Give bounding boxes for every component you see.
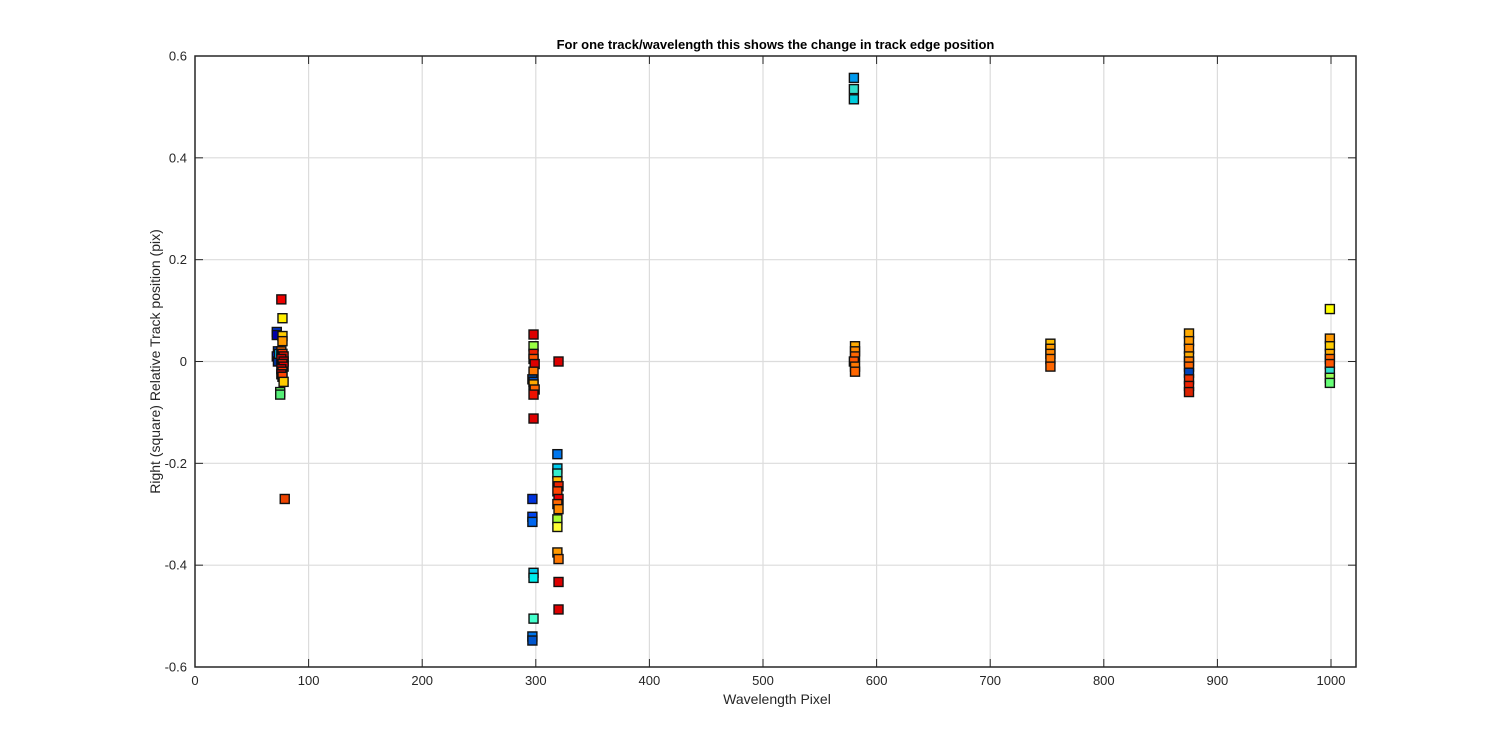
x-tick-labels: 0 100 200 300 400 500 600 700 800 900 1000 (191, 673, 1345, 688)
y-tick-label: 0.4 (169, 150, 187, 165)
x-tick-label: 300 (525, 673, 547, 688)
data-point (527, 635, 538, 646)
y-tick-label: -0.4 (165, 558, 187, 573)
data-point (276, 294, 287, 305)
data-point (553, 576, 564, 588)
data-point (848, 83, 860, 95)
x-tick-label: 500 (752, 673, 774, 688)
x-tick-label: 0 (191, 673, 198, 688)
data-point (1324, 377, 1336, 389)
data-point (527, 516, 538, 528)
y-tick-label: 0 (180, 354, 187, 369)
x-axis-label: Wavelength Pixel (723, 691, 831, 707)
grid (195, 56, 1356, 667)
data-point (528, 329, 539, 340)
x-tick-label: 100 (298, 673, 320, 688)
x-tick-label: 1000 (1317, 673, 1346, 688)
x-tick-label: 400 (639, 673, 661, 688)
y-tick-label: -0.2 (165, 456, 187, 471)
data-point (553, 356, 564, 367)
data-point (528, 572, 539, 584)
data-point (1183, 386, 1195, 398)
y-tick-label: -0.6 (165, 660, 187, 675)
data-point (275, 389, 286, 400)
data-point (848, 94, 860, 105)
data-point (527, 493, 538, 505)
data-point (1045, 361, 1056, 372)
data-point (528, 389, 539, 400)
data-point (552, 521, 563, 533)
chart-title: For one track/wavelength this shows the … (557, 37, 995, 52)
data-point (849, 366, 861, 377)
y-tick-label: 0.2 (169, 252, 187, 267)
x-tick-label: 700 (979, 673, 1001, 688)
data-point (553, 553, 564, 565)
data-point (553, 604, 564, 615)
y-axis-label: Right (square) Relative Track position (… (147, 229, 163, 494)
data-point (552, 448, 563, 460)
data-point (528, 413, 539, 424)
data-point (528, 613, 539, 624)
x-tick-label: 600 (866, 673, 888, 688)
data-points (271, 72, 1336, 646)
ticks (194, 55, 1356, 668)
x-tick-label: 200 (411, 673, 433, 688)
data-point (848, 72, 860, 84)
data-point (278, 376, 289, 388)
data-point (553, 503, 564, 515)
x-tick-label: 900 (1207, 673, 1229, 688)
data-point (1324, 303, 1336, 315)
data-point (277, 335, 288, 347)
y-tick-labels: -0.6 -0.4 -0.2 0 0.2 0.4 0.6 (165, 49, 187, 675)
data-point (279, 493, 290, 505)
x-tick-label: 800 (1093, 673, 1115, 688)
y-tick-label: 0.6 (169, 49, 187, 64)
data-point (277, 313, 288, 324)
